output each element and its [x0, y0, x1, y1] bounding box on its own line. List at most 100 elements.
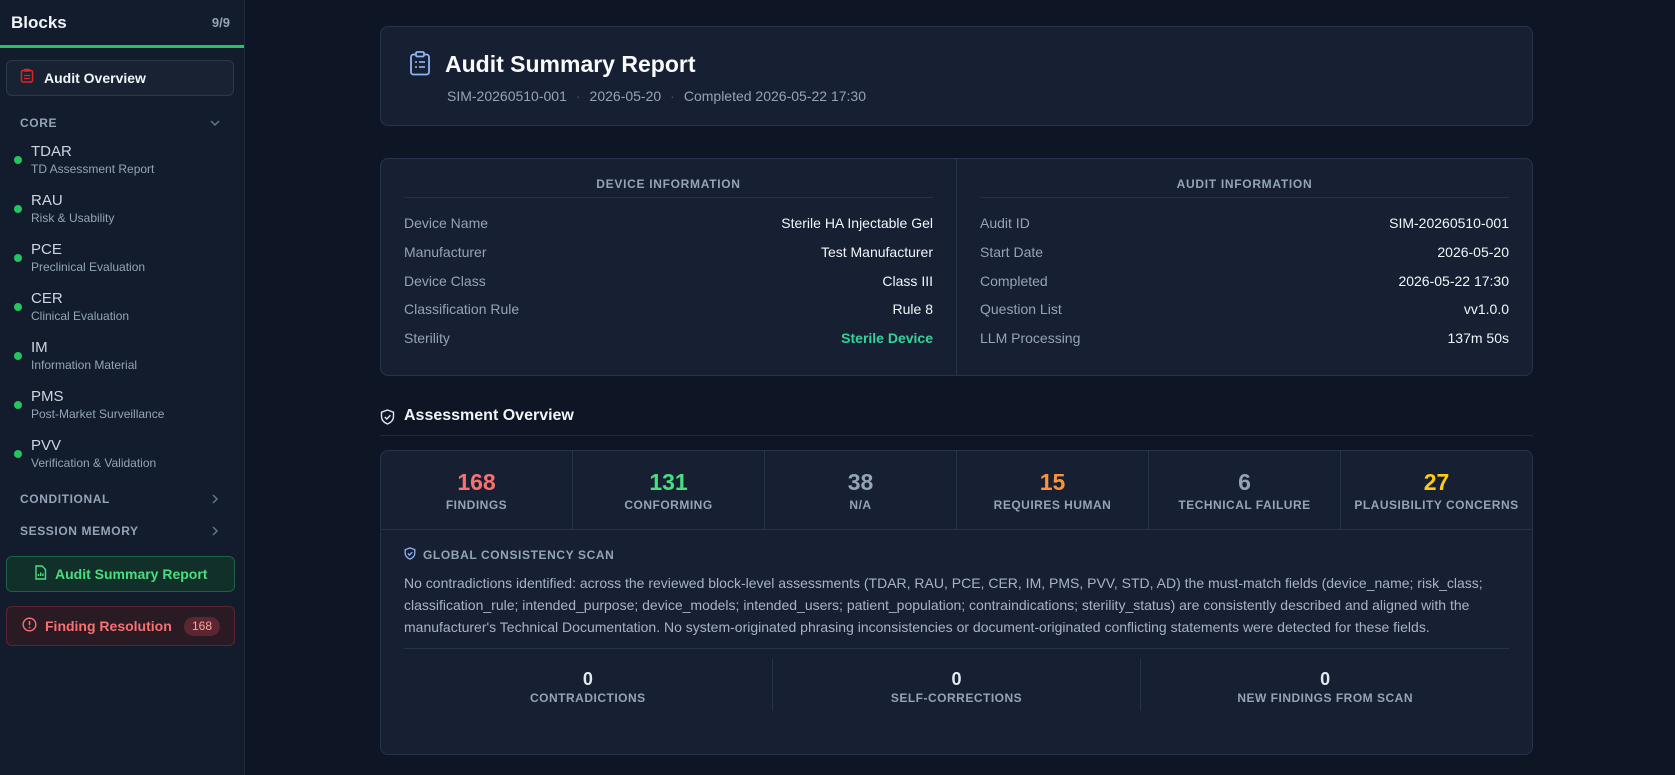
- stats-row: 168 FINDINGS 131 CONFORMING 38 N/A 15 REQUIR…: [381, 451, 1532, 530]
- item-code: PCE: [31, 241, 62, 258]
- item-code: PVV: [31, 437, 62, 454]
- status-dot: [14, 254, 22, 262]
- sidebar-item-tdar[interactable]: TDAR TD Assessment Report: [0, 140, 244, 189]
- stat-label: TECHNICAL FAILURE: [1178, 498, 1311, 512]
- audit-summary-report-button[interactable]: Audit Summary Report: [6, 556, 235, 592]
- info-key: Sterility: [404, 330, 450, 347]
- stat-label: NEW FINDINGS FROM SCAN: [1237, 691, 1414, 705]
- info-row: Device Name Sterile HA Injectable Gel: [404, 209, 933, 238]
- info-value: 2026-05-20: [1437, 244, 1509, 261]
- audit-overview-label: Audit Overview: [44, 70, 146, 86]
- stat-technical-failure: 6 TECHNICAL FAILURE: [1148, 451, 1340, 529]
- chevron-down-icon: [210, 120, 220, 127]
- sidebar-item-pms[interactable]: PMS Post-Market Surveillance: [0, 385, 244, 434]
- finding-resolution-label: Finding Resolution: [45, 618, 172, 634]
- info-card: DEVICE INFORMATION Device Name Sterile HA…: [380, 158, 1533, 376]
- conditional-section-header[interactable]: CONDITIONAL: [0, 483, 244, 515]
- finding-resolution-button[interactable]: Finding Resolution 168: [6, 606, 235, 646]
- completed-text: Completed 2026-05-22 17:30: [683, 88, 866, 104]
- audit-overview-button[interactable]: Audit Overview: [6, 60, 234, 96]
- audit-summary-report-label: Audit Summary Report: [55, 566, 208, 582]
- stat-na: 38 N/A: [764, 451, 956, 529]
- status-dot: [14, 205, 22, 213]
- sidebar-item-pvv[interactable]: PVV Verification & Validation: [0, 434, 244, 483]
- stat-value: 6: [1238, 469, 1251, 495]
- shield-check-icon: [380, 409, 395, 430]
- item-name: TD Assessment Report: [31, 162, 155, 176]
- info-value: 2026-05-22 17:30: [1398, 272, 1509, 289]
- stat-new-findings: 0 NEW FINDINGS FROM SCAN: [1140, 659, 1509, 711]
- stat-findings: 168 FINDINGS: [381, 451, 572, 529]
- info-key: Question List: [980, 301, 1062, 318]
- finding-count-badge: 168: [183, 617, 220, 636]
- stat-value: 0: [1320, 669, 1331, 689]
- sidebar: Blocks 9/9 Audit Overview CORE TDAR TD As…: [0, 0, 245, 775]
- audit-id-text: SIM-20260510-001: [447, 88, 567, 104]
- info-key: Device Name: [404, 215, 489, 232]
- info-key: Device Class: [404, 272, 486, 289]
- shield-check-icon: [404, 547, 416, 563]
- item-code: RAU: [31, 192, 63, 209]
- stat-label: N/A: [849, 498, 872, 512]
- info-row: LLM Processing 137m 50s: [980, 324, 1509, 353]
- sidebar-item-cer[interactable]: CER Clinical Evaluation: [0, 287, 244, 336]
- audit-information-panel: AUDIT INFORMATION Audit ID SIM-20260510-0…: [956, 159, 1532, 375]
- stat-value: 0: [582, 669, 593, 689]
- status-dot: [14, 156, 22, 164]
- status-dot: [14, 401, 22, 409]
- status-dot: [14, 450, 22, 458]
- item-name: Information Material: [31, 358, 138, 372]
- sterility-value: Sterile Device: [841, 330, 933, 347]
- info-value: Test Manufacturer: [820, 244, 933, 261]
- info-row: Manufacturer Test Manufacturer: [404, 238, 933, 267]
- session-memory-section-label: SESSION MEMORY: [20, 524, 139, 538]
- stat-label: PLAUSIBILITY CONCERNS: [1354, 498, 1519, 512]
- info-row: Question List vv1.0.0: [980, 295, 1509, 324]
- audit-date-text: 2026-05-20: [589, 88, 662, 104]
- chevron-right-icon: [212, 526, 219, 536]
- item-code: CER: [31, 290, 63, 307]
- info-row: Classification Rule Rule 8: [404, 295, 933, 324]
- core-section-header[interactable]: CORE: [0, 110, 244, 136]
- sidebar-item-pce[interactable]: PCE Preclinical Evaluation: [0, 238, 244, 287]
- item-name: Post-Market Surveillance: [31, 407, 165, 421]
- info-value: Class III: [882, 272, 933, 289]
- sidebar-title: Blocks: [11, 12, 67, 32]
- stat-value: 15: [1039, 469, 1066, 495]
- assessment-overview-header: Assessment Overview: [380, 404, 1533, 436]
- stat-label: REQUIRES HUMAN: [993, 498, 1112, 512]
- scan-description: No contradictions identified: across the…: [404, 572, 1509, 649]
- stat-value: 27: [1423, 469, 1450, 495]
- info-row: Start Date 2026-05-20: [980, 238, 1509, 267]
- core-section-label: CORE: [20, 116, 58, 130]
- sidebar-header: Blocks 9/9: [0, 0, 244, 48]
- separator-dot: ·: [670, 88, 675, 104]
- global-consistency-scan: GLOBAL CONSISTENCY SCAN No contradiction…: [381, 530, 1532, 711]
- info-row: Sterility Sterile Device: [404, 324, 933, 353]
- sidebar-item-rau[interactable]: RAU Risk & Usability: [0, 189, 244, 238]
- page-title: Audit Summary Report: [445, 51, 696, 77]
- sidebar-item-im[interactable]: IM Information Material: [0, 336, 244, 385]
- info-value: SIM-20260510-001: [1389, 215, 1509, 232]
- report-meta: SIM-20260510-001 · 2026-05-20 · Complete…: [447, 88, 866, 104]
- blocks-count: 9/9: [211, 15, 230, 30]
- stat-label: CONFORMING: [624, 498, 713, 512]
- status-dot: [14, 303, 22, 311]
- item-name: Verification & Validation: [31, 456, 157, 470]
- info-value: 137m 50s: [1447, 330, 1509, 347]
- info-value: Sterile HA Injectable Gel: [781, 215, 933, 232]
- info-value: vv1.0.0: [1463, 301, 1509, 318]
- stat-self-corrections: 0 SELF-CORRECTIONS: [771, 659, 1141, 711]
- device-information-heading: DEVICE INFORMATION: [404, 177, 933, 198]
- info-key: Audit ID: [980, 215, 1030, 232]
- document-icon: [34, 565, 47, 583]
- clipboard-list-icon: [409, 51, 431, 81]
- stat-conforming: 131 CONFORMING: [572, 451, 764, 529]
- separator-dot: ·: [575, 88, 581, 104]
- session-memory-section-header[interactable]: SESSION MEMORY: [0, 515, 244, 547]
- stat-requires-human: 15 REQUIRES HUMAN: [956, 451, 1148, 529]
- info-key: Classification Rule: [404, 301, 520, 318]
- item-name: Clinical Evaluation: [31, 309, 130, 323]
- stat-value: 38: [847, 469, 874, 495]
- scan-stats-row: 0 CONTRADICTIONS 0 SELF-CORRECTIONS 0 NEW F…: [404, 659, 1509, 711]
